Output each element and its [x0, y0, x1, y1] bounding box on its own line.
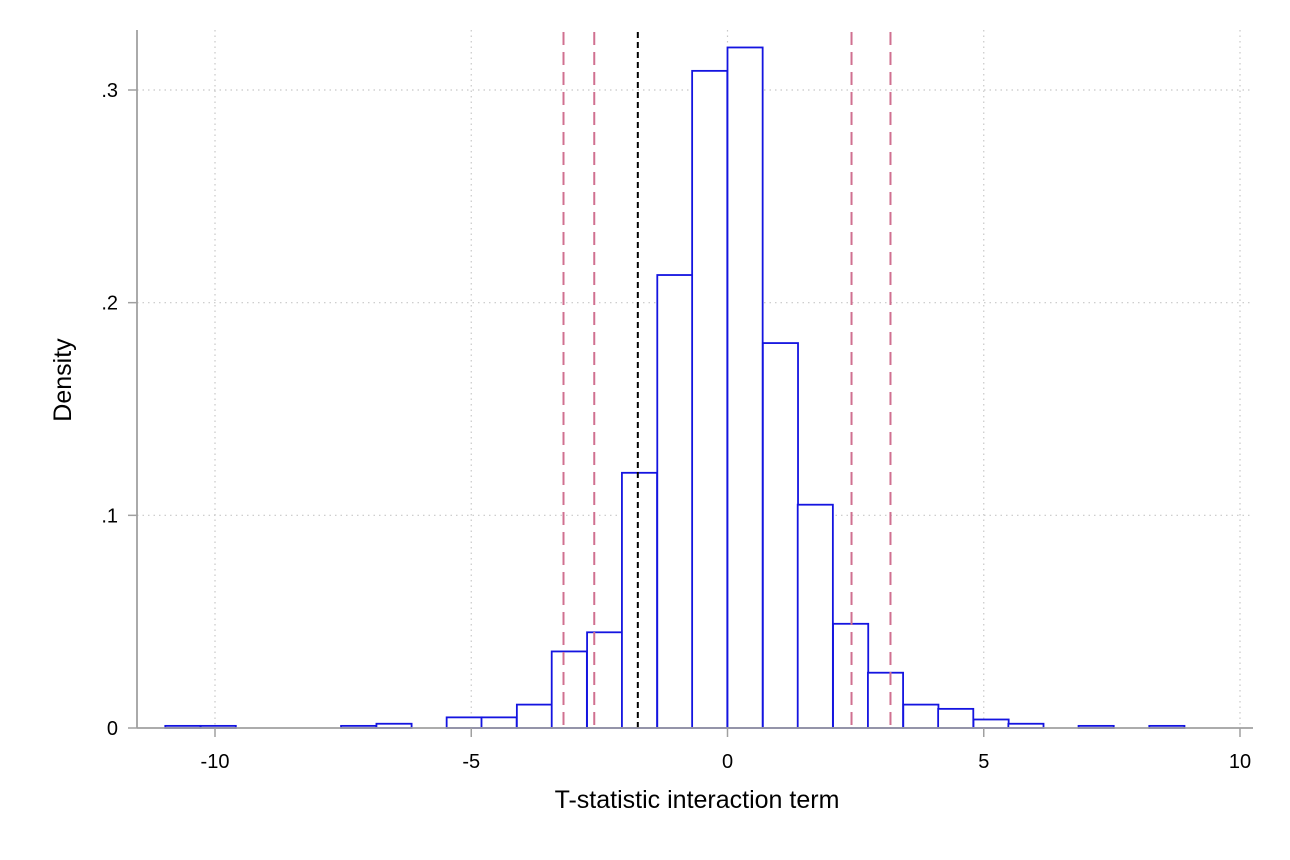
- axes: [136, 30, 1253, 729]
- x-tick-label: -5: [462, 751, 480, 773]
- histogram-bar: [902, 703, 940, 729]
- x-tick-label: 5: [978, 751, 989, 773]
- histogram-bar: [480, 716, 518, 729]
- histogram-bar: [726, 46, 764, 729]
- histogram-bar: [867, 671, 904, 729]
- histogram-bars: [164, 46, 1186, 729]
- x-tick-label: -10: [201, 751, 230, 773]
- histogram-bar: [445, 716, 483, 729]
- histogram-bar: [621, 471, 658, 729]
- y-tick-label: .3: [101, 80, 118, 102]
- y-tick-label: .2: [101, 293, 118, 315]
- histogram-bar: [691, 69, 729, 729]
- y-tick-label: 0: [107, 718, 118, 740]
- y-axis-title: Density: [49, 338, 77, 422]
- histogram-bar: [550, 650, 588, 729]
- histogram-bar: [656, 274, 694, 729]
- histogram-bar: [796, 503, 834, 729]
- x-tick-label: 0: [722, 751, 733, 773]
- reference-lines: [562, 32, 892, 728]
- axis-ticks: -10 -5 0 5 10 0 .1 .2 .3: [101, 80, 1251, 773]
- histogram-bar: [972, 718, 1010, 729]
- x-tick-label: 10: [1229, 751, 1251, 773]
- histogram-bar: [761, 342, 799, 729]
- histogram-bar: [937, 707, 975, 729]
- histogram-bar: [515, 703, 553, 729]
- x-axis-title: T-statistic interaction term: [555, 786, 840, 814]
- y-tick-label: .1: [101, 505, 118, 527]
- histogram-bar: [586, 631, 624, 729]
